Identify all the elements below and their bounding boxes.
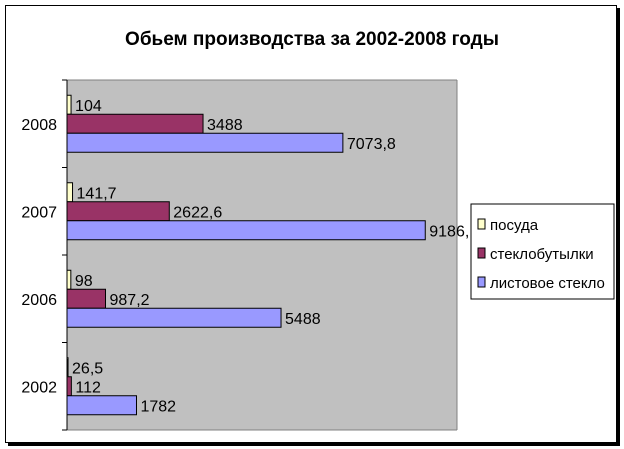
category-label: 2002 (21, 379, 57, 396)
legend-entry: стеклобутылки (490, 246, 594, 263)
data-label: 3488 (207, 117, 243, 134)
legend-entry: листовое стекло (490, 275, 605, 292)
legend-swatch-2 (477, 276, 486, 288)
bar-2006-0 (66, 269, 72, 290)
data-label: 141,7 (77, 185, 117, 202)
legend-entry: посуда (490, 217, 539, 234)
data-label: 112 (75, 379, 101, 396)
data-label: 5488 (285, 311, 321, 328)
bar-2002-0 (66, 357, 69, 378)
bar-2007-2 (66, 220, 426, 241)
category-label: 2008 (21, 117, 57, 134)
bar-2008-1 (66, 113, 204, 134)
chart-title: Обьем производства за 2002-2008 годы (125, 29, 499, 50)
data-label: 104 (75, 98, 102, 115)
legend-swatch-1 (477, 247, 486, 259)
bar-2008-2 (66, 132, 344, 153)
category-label: 2006 (21, 292, 57, 309)
bar-2002-1 (66, 376, 72, 397)
data-label: 2622,6 (173, 204, 222, 221)
bar-2006-2 (66, 307, 282, 328)
data-label: 98 (75, 273, 93, 290)
data-label: 26,5 (72, 360, 103, 377)
data-label: 1782 (140, 398, 176, 415)
data-label: 7073,8 (347, 136, 396, 153)
category-label: 2007 (21, 204, 57, 221)
bar-2008-0 (66, 94, 72, 115)
bar-2002-2 (66, 395, 137, 416)
data-label: 987,2 (110, 292, 150, 309)
legend-box (470, 203, 615, 300)
bar-2007-0 (66, 182, 74, 203)
data-label: 9186, (429, 223, 469, 240)
legend-swatch-0 (477, 218, 486, 230)
bar-2007-1 (66, 201, 170, 222)
bar-2006-1 (66, 288, 107, 309)
